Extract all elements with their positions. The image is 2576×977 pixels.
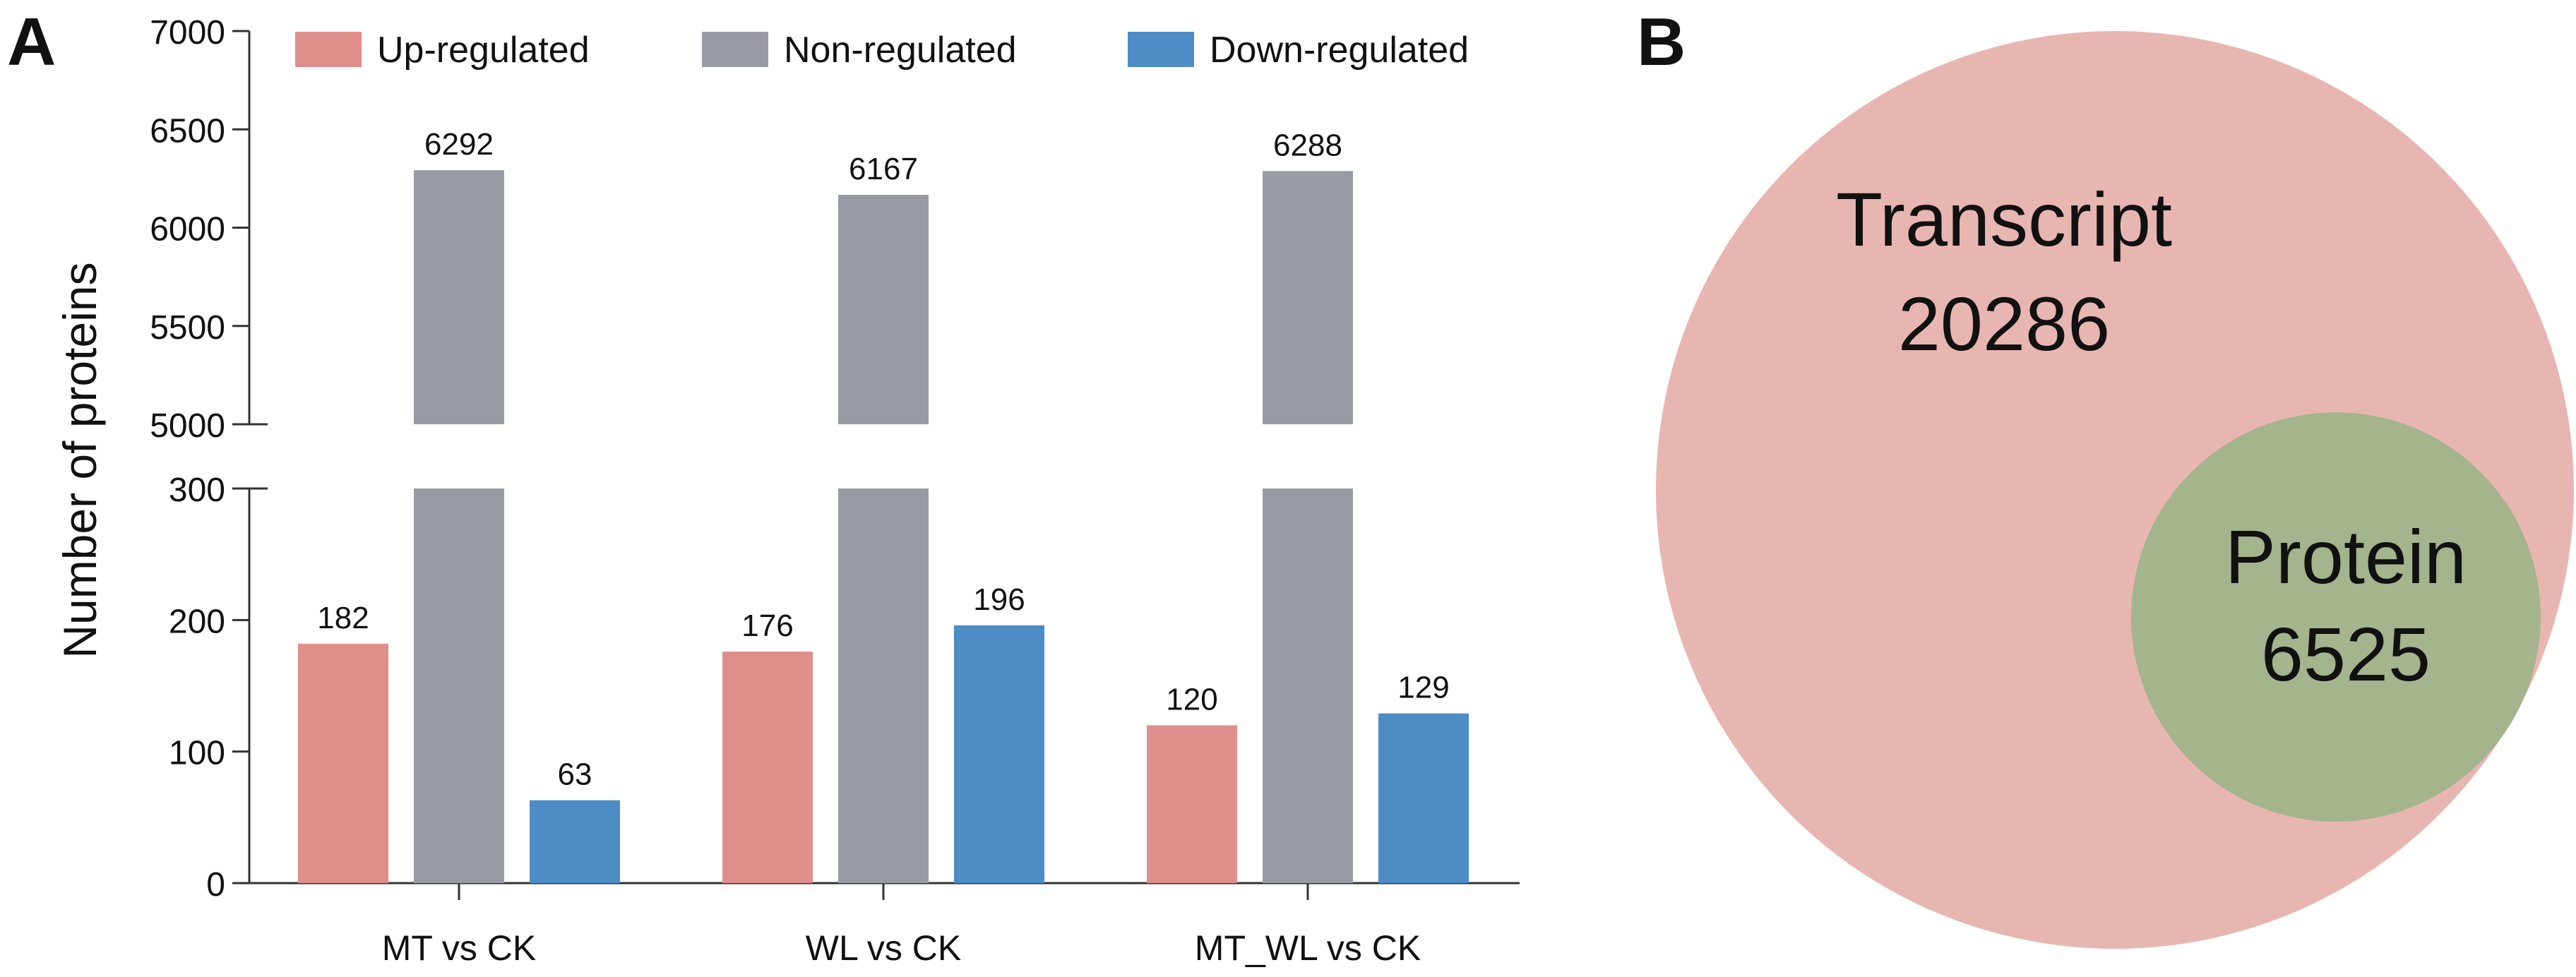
- y-tick-label: 5500: [150, 309, 225, 347]
- x-tick-label: WL vs CK: [806, 928, 961, 968]
- x-tick-label: MT vs CK: [382, 928, 537, 968]
- bar-value-label: 176: [741, 609, 793, 643]
- bar-value-label: 6167: [849, 152, 918, 186]
- bar-chart-panel: A Number of proteins 5000 5500 6000 6500 700…: [7, 4, 1520, 968]
- bar-upper-segment: [1263, 171, 1353, 425]
- bar-lower-segment: [1263, 488, 1353, 883]
- bar-value-label: 129: [1397, 671, 1449, 705]
- legend: Up-regulated Non-regulated Down-regulated: [295, 30, 1469, 71]
- bar-upper-segment: [838, 194, 929, 424]
- legend-label: Up-regulated: [377, 30, 590, 71]
- y-tick-label: 0: [206, 866, 225, 904]
- y-tick-label: 7000: [150, 14, 225, 52]
- bar: [954, 625, 1044, 883]
- panel-label-a: A: [7, 4, 56, 80]
- legend-label: Non-regulated: [784, 30, 1017, 71]
- bars: 182 6292 63 176 6167 196 120 6288 129: [298, 127, 1469, 883]
- transcript-label: Transcript: [1836, 176, 2172, 262]
- y-axis-label: Number of proteins: [54, 262, 106, 658]
- panel-label-b: B: [1637, 4, 1686, 80]
- protein-circle: [2131, 412, 2541, 822]
- y-tick-label: 6000: [150, 211, 225, 248]
- y-tick-label: 100: [169, 735, 225, 772]
- legend-swatch: [295, 32, 362, 67]
- transcript-count: 20286: [1898, 281, 2110, 366]
- bar-value-label: 196: [973, 582, 1025, 617]
- bar-value-label: 6288: [1273, 128, 1342, 162]
- bar-lower-segment: [414, 488, 504, 883]
- venn-panel: B Transcript 20286 Protein 6525: [1637, 4, 2574, 949]
- legend-swatch: [1128, 32, 1194, 67]
- y-tick-label: 200: [169, 603, 225, 640]
- y-tick-label: 5000: [150, 407, 225, 445]
- bar-value-label: 120: [1166, 682, 1217, 717]
- y-tick-label: 300: [169, 472, 225, 509]
- axes: 5000 5500 6000 6500 7000 0 100 200 300 MT vs CK WL…: [150, 14, 1520, 968]
- x-tick-label: MT_WL vs CK: [1195, 928, 1421, 968]
- bar: [298, 643, 388, 883]
- bar-value-label: 63: [558, 757, 592, 792]
- bar: [1147, 725, 1237, 883]
- legend-label: Down-regulated: [1210, 30, 1469, 71]
- bar: [722, 652, 813, 883]
- bar-value-label: 6292: [424, 127, 494, 162]
- legend-swatch: [702, 32, 768, 67]
- y-tick-label: 6500: [150, 112, 225, 150]
- bar-value-label: 182: [317, 601, 369, 635]
- bar-upper-segment: [414, 170, 504, 425]
- bar: [1378, 713, 1469, 883]
- bar: [530, 800, 620, 883]
- bar-lower-segment: [838, 488, 929, 883]
- protein-count: 6525: [2261, 611, 2431, 697]
- protein-label: Protein: [2225, 514, 2467, 599]
